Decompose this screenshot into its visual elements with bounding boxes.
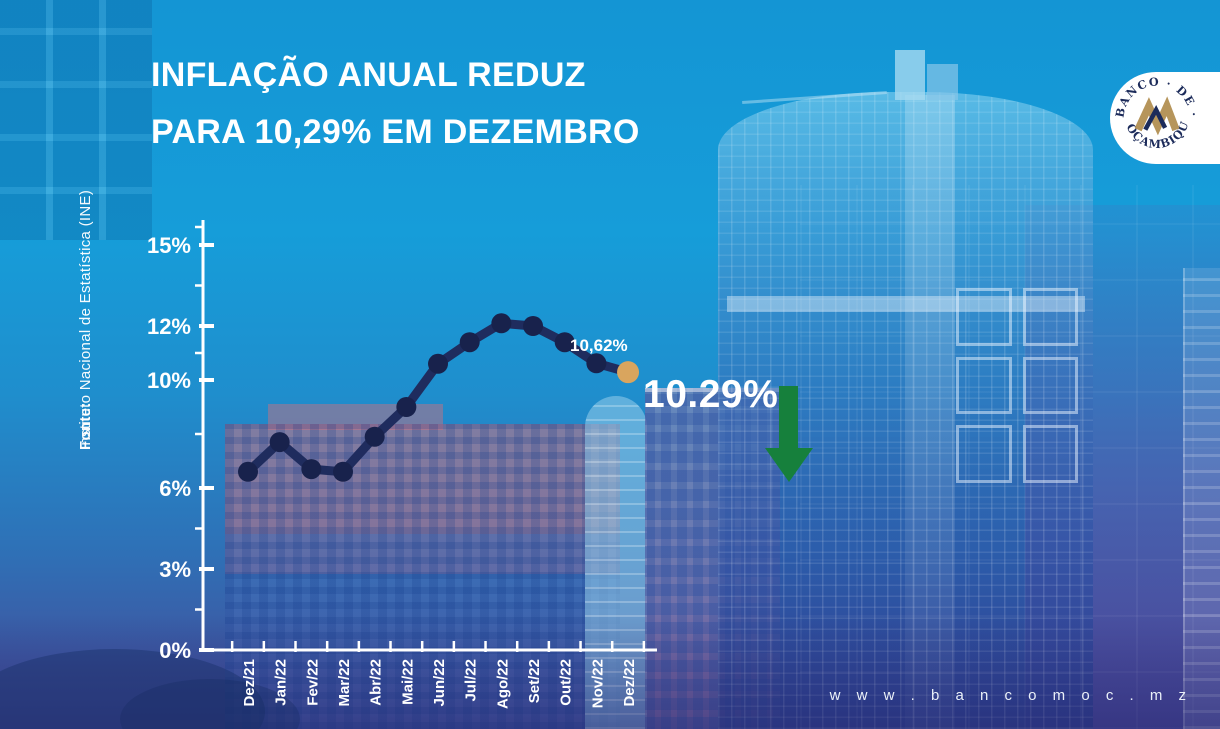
data-point-dot [586,353,607,374]
y-tick-label: 0% [159,638,191,663]
data-point-dot [428,353,449,374]
y-tick-label: 15% [147,233,191,258]
down-arrow-icon-head [765,448,813,482]
x-tick-label: Out/22 [558,659,575,706]
data-point-dot [364,426,385,447]
x-tick-label: Dez/21 [241,659,258,707]
bank-emblem: BANCO · DE · MOÇAMBIQUE [1112,73,1202,163]
website-url: w w w . b a n c o m o c . m z [829,687,1192,704]
annotation-december-value: 10.29% [643,373,779,416]
tower-window-frames [956,288,1078,483]
data-point-dot [301,459,322,480]
x-tick-label: Fev/22 [304,659,321,706]
page-title-line2: PARA 10,29% EM DEZEMBRO [151,113,640,151]
endpoint-dot-gold [617,361,640,384]
x-tick-label: Jan/22 [273,659,290,706]
data-point-dot [238,461,258,482]
emblem-navy-knot [1143,105,1168,131]
x-tick-label: Jun/22 [431,659,448,707]
x-tick-label: Jul/22 [463,659,480,702]
down-arrow-icon [779,386,798,449]
emblem-gold-knot [1134,96,1180,136]
rooftop-structure-2 [927,64,958,100]
corner-mosaic-pattern [0,0,152,240]
x-tick-label: Mar/22 [336,659,353,707]
y-tick-label: 12% [147,314,191,339]
source-text: Instituto Nacional de Estatística (INE) [77,189,94,450]
x-tick-label: Set/22 [526,659,543,703]
x-tick-label: Abr/22 [368,659,385,706]
y-tick-label: 6% [159,476,191,501]
x-tick-label: Ago/22 [494,659,511,709]
y-tick-label: 3% [159,557,191,582]
data-point-dot [396,397,417,417]
tower-balcony-band [727,296,1085,312]
data-point-dot [459,332,480,353]
annotation-november-value: 10,62% [570,336,628,355]
page-title-line1: INFLAÇÃO ANUAL REDUZ [151,56,586,94]
data-point-dot [333,461,354,482]
x-tick-label: Mai/22 [399,659,416,705]
data-point-dot [269,432,290,453]
x-tick-label: Nov/22 [589,659,606,708]
data-point-dot [523,316,544,336]
page-title: INFLAÇÃO ANUAL REDUZ PARA 10,29% EM DEZE… [151,47,640,161]
rooftop-structure [895,50,925,100]
x-tick-label: Dez/22 [621,659,638,707]
data-point-dot [554,332,575,353]
data-point-dot [491,313,512,334]
y-tick-label: 10% [147,368,191,393]
